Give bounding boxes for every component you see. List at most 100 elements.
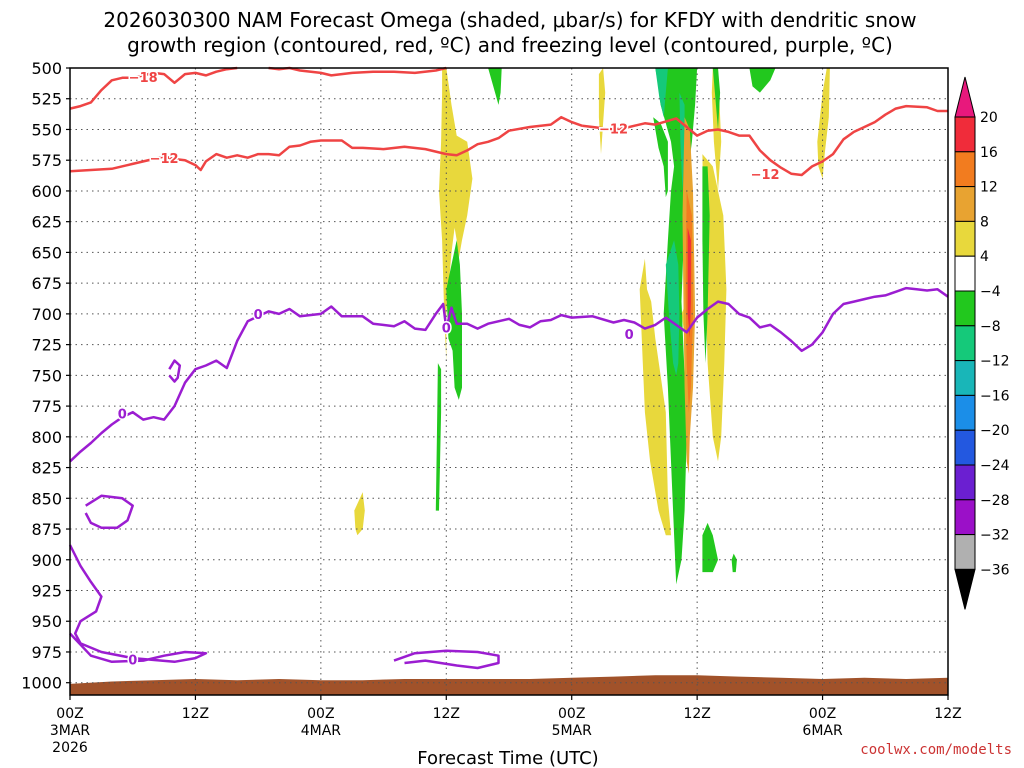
surface-layer [70,675,948,695]
colorbar-label-2: 12 [980,180,998,196]
omega-region-20 [679,92,685,191]
x-tick-label-5: 12Z [683,706,710,722]
x-tick-date-2: 4MAR [301,723,342,739]
x-axis-label: Forecast Time (UTC) [417,748,598,768]
contour-label-4: 0 [254,308,263,323]
colorbar-swatch-9 [954,429,976,466]
x-tick-label-2: 00Z [307,706,334,722]
colorbar-swatch-5 [954,290,976,327]
contour-extra-label-2: 0 [442,322,451,337]
colorbar-label-1: 16 [980,145,998,161]
y-axis: 500 525 550 575 600 625 650 675 700 725 750 775 800 8… [21,59,70,693]
colorbar-bottom-arrow [954,568,976,610]
colorbar-top-arrow [954,76,976,118]
freezing-island-0 [68,544,208,664]
omega-region-13 [435,363,442,511]
omega-region-2 [598,68,606,155]
colorbar-label-4: 4 [980,249,989,265]
contour-line-3 [582,104,948,177]
colorbar-swatch-4 [954,255,976,292]
y-tick-label-650: 650 [31,243,62,262]
y-tick-label-975: 975 [31,643,62,662]
omega-region-17 [712,68,721,130]
contour-label-3: −12 [599,122,628,137]
colorbar-label-6: −8 [980,319,1001,335]
colorbar-label-0: 20 [980,110,998,126]
colorbar-swatch-7 [954,360,976,396]
omega-region-12 [446,240,462,400]
colorbar-label-13: −36 [980,562,1010,578]
contour-label-0: −18 [129,71,158,86]
colorbar-swatch-3 [954,220,976,257]
y-tick-label-725: 725 [31,336,62,355]
x-tick-label-0: 00Z [56,706,83,722]
colorbar-label-9: −20 [980,423,1010,439]
colorbar: 20 16 12 8 4 −4 −8 −12 −16 −20 −24 −28 −32 −36 [954,76,1010,610]
y-tick-label-550: 550 [31,120,62,139]
y-tick-label-875: 875 [31,520,62,539]
y-tick-label-675: 675 [31,274,62,293]
ground-surface [70,675,948,695]
contour-layer: −18 −12 −12 0 −12 0 0 0 0 [68,66,949,670]
contour-line-4 [69,286,949,463]
colorbar-label-5: −4 [980,284,1001,300]
contour-extra-label-4: 0 [128,654,137,669]
contour-extra-label-0: −12 [751,168,780,183]
colorbar-swatch-12 [954,534,976,570]
y-tick-label-525: 525 [31,90,62,109]
colorbar-swatch-2 [954,186,976,222]
omega-region-15 [702,522,718,573]
omega-region-10 [488,68,502,105]
freezing-island-1 [84,494,134,530]
y-tick-label-600: 600 [31,182,62,201]
colorbar-swatch-11 [954,499,976,536]
y-tick-label-500: 500 [31,59,62,78]
x-tick-label-1: 12Z [182,706,209,722]
omega-region-1 [354,492,365,536]
credit-text: coolwx.com/modelts [860,742,1012,758]
y-tick-label-850: 850 [31,489,62,508]
omega-region-16 [731,553,737,573]
contour-label-2: −12 [150,152,179,167]
y-tick-label-750: 750 [31,366,62,385]
x-tick-label-4: 00Z [558,706,585,722]
freezing-island-2 [168,359,182,383]
colorbar-label-12: −32 [980,528,1010,544]
colorbar-label-8: −16 [980,388,1010,404]
x-tick-label-6: 00Z [809,706,836,722]
colorbar-label-11: −28 [980,493,1010,509]
contour-line-0 [69,66,238,110]
x-tick-date-6: 6MAR [802,723,843,739]
freezing-island-3 [393,649,500,670]
y-tick-label-950: 950 [31,612,62,631]
omega-region-19 [665,240,680,376]
colorbar-label-3: 8 [980,214,989,230]
omega-region-7 [817,68,830,179]
y-tick-label-800: 800 [31,428,62,447]
omega-region-9 [653,117,668,198]
x-tick-label-3: 12Z [433,706,460,722]
y-tick-label-1000: 1000 [21,674,62,693]
y-tick-label-825: 825 [31,459,62,478]
x-tick-year-0: 2026 [52,740,88,756]
y-tick-label-700: 700 [31,305,62,324]
y-tick-label-775: 775 [31,397,62,416]
colorbar-swatch-1 [954,151,976,188]
contour-extra-label-3: 0 [625,328,634,343]
colorbar-swatch-8 [954,394,976,431]
colorbar-label-7: −12 [980,354,1010,370]
plot-frame [69,67,949,696]
y-tick-label-625: 625 [31,213,62,232]
y-tick-label-900: 900 [31,551,62,570]
gridlines [70,68,948,695]
contour-line-1 [268,66,447,77]
contour-line-2 [69,115,583,173]
chart-title-line1: 2026030300 NAM Forecast Omega (shaded, μ… [103,8,916,32]
contour-extra-label-1: 0 [118,408,127,423]
omega-region-11 [702,166,710,364]
x-tick-date-0: 3MAR [50,723,91,739]
x-tick-label-7: 12Z [934,706,961,722]
chart-title-line2: growth region (contoured, red, ºC) and f… [127,33,893,57]
